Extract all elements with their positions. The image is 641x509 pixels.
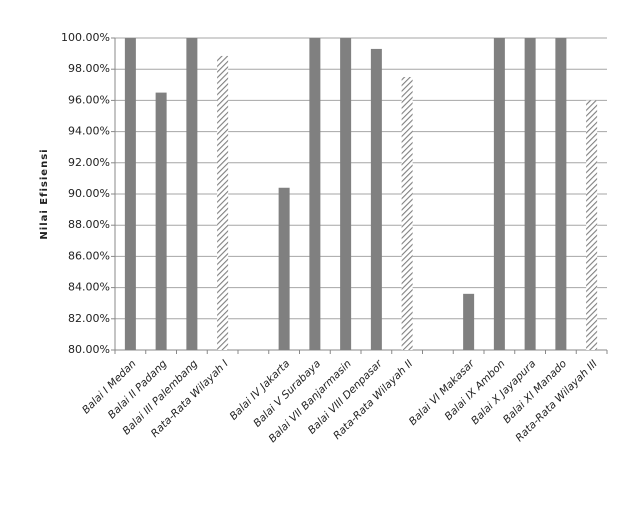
bar — [555, 38, 567, 350]
y-axis-title: Nilai Efisiensi — [39, 148, 50, 239]
bar — [309, 38, 321, 350]
bar — [186, 38, 198, 350]
bar — [463, 293, 475, 350]
bar — [155, 92, 167, 350]
y-tick-label: 98.00% — [68, 62, 110, 75]
y-tick-label: 92.00% — [68, 156, 110, 169]
bar — [278, 187, 290, 350]
bar — [524, 38, 536, 350]
bar — [124, 38, 136, 350]
y-tick-label: 100.00% — [61, 31, 110, 44]
bar — [340, 38, 352, 350]
bar — [401, 77, 413, 350]
y-tick-label: 84.00% — [68, 281, 110, 294]
y-tick-label: 94.00% — [68, 125, 110, 138]
bar — [586, 100, 598, 351]
y-tick-label: 82.00% — [68, 312, 110, 325]
bar — [217, 55, 229, 350]
y-tick-label: 90.00% — [68, 187, 110, 200]
x-tick-label: Balai I Medan — [80, 358, 139, 417]
bar — [370, 48, 382, 351]
y-tick-label: 86.00% — [68, 249, 110, 262]
y-tick-label: 96.00% — [68, 93, 110, 106]
y-tick-label: 80.00% — [68, 343, 110, 356]
y-tick-label: 88.00% — [68, 218, 110, 231]
bar — [493, 38, 505, 350]
